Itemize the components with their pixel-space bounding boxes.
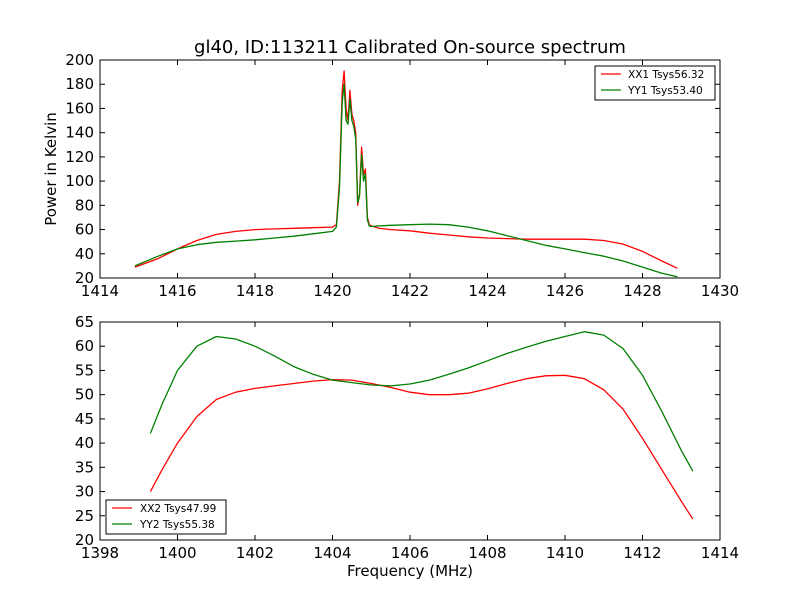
chart-bottom-xtick-label: 1404: [313, 544, 351, 562]
chart-top-legend: XX1 Tsys56.32 YY1 Tsys53.40: [594, 65, 716, 101]
chart-bottom-xlabel: Frequency (MHz): [347, 562, 473, 580]
chart-bottom: Frequency (MHz) 1398 1400 1402 1404 1406 1408…: [75, 313, 739, 580]
chart-bottom-ytick-label: 60: [75, 337, 94, 355]
chart-bottom-ytick-label: 65: [75, 313, 94, 331]
chart-bottom-xtick-label: 1406: [391, 544, 429, 562]
chart-bottom-ytick-label: 35: [75, 458, 94, 476]
chart-top-xtick-label: 1416: [158, 282, 196, 300]
chart-top-legend-label-yy1: YY1 Tsys53.40: [627, 85, 703, 97]
chart-top-ytick-label: 140: [65, 124, 94, 142]
chart-top-frame: [99, 59, 721, 279]
chart-bottom-ytick-label: 45: [75, 410, 94, 428]
chart-top-ytick-label: 80: [75, 196, 94, 214]
chart-top-legend-box: [594, 65, 716, 101]
chart-bottom-xtick-label: 1402: [236, 544, 274, 562]
chart-bottom-ytick-label: 55: [75, 361, 94, 379]
chart-top-xtick-label: 1424: [468, 282, 506, 300]
chart-top-ytick-label: 60: [75, 221, 94, 239]
chart-top-ytick-label: 160: [65, 99, 94, 117]
chart-bottom-xtick-label: 1400: [158, 544, 196, 562]
chart-bottom-series-line-xx2: [149, 374, 694, 520]
chart-top-ticks: 1414 1416 1418 1420 1422 1424 1426 1428 1430 20 40…: [65, 51, 739, 300]
chart-bottom-xtick-label: 1408: [468, 544, 506, 562]
chart-top: gl40, ID:113211 Calibrated On-source spe…: [42, 37, 739, 300]
chart-top-title: gl40, ID:113211 Calibrated On-source spe…: [194, 37, 626, 58]
chart-top-xtick-label: 1414: [81, 282, 119, 300]
chart-bottom-ytick-label: 25: [75, 507, 94, 525]
chart-bottom-xtick-label: 1398: [81, 544, 119, 562]
chart-bottom-xtick-label: 1410: [546, 544, 584, 562]
chart-top-ylabel: Power in Kelvin: [42, 112, 60, 226]
chart-bottom-series: [149, 331, 694, 520]
chart-top-series: [134, 70, 678, 278]
chart-bottom-ytick-label: 30: [75, 483, 94, 501]
chart-top-xtick-label: 1426: [546, 282, 584, 300]
chart-bottom-legend: XX2 Tsys47.99 YY2 Tsys55.38: [105, 499, 227, 535]
chart-top-legend-label-xx1: XX1 Tsys56.32: [628, 69, 704, 81]
chart-top-series-line-xx1: [134, 70, 678, 269]
chart-top-xtick-label: 1420: [313, 282, 351, 300]
chart-bottom-ytick-label: 50: [75, 386, 94, 404]
chart-bottom-legend-label-xx2: XX2 Tsys47.99: [140, 503, 216, 515]
chart-bottom-series-line-yy2: [149, 331, 694, 472]
chart-bottom-legend-label-yy2: YY2 Tsys55.38: [139, 519, 215, 531]
chart-bottom-legend-box: [105, 499, 227, 535]
chart-top-ytick-label: 40: [75, 245, 94, 263]
chart-bottom-ytick-label: 40: [75, 434, 94, 452]
chart-top-xtick-label: 1422: [391, 282, 429, 300]
chart-bottom-xtick-label: 1414: [701, 544, 739, 562]
chart-top-ytick-label: 20: [75, 269, 94, 287]
chart-bottom-ytick-label: 20: [75, 531, 94, 549]
chart-top-series-line-yy1: [134, 83, 678, 278]
chart-top-ytick-label: 120: [65, 148, 94, 166]
chart-bottom-xtick-label: 1412: [623, 544, 661, 562]
chart-bottom-ticks: 1398 1400 1402 1404 1406 1408 1410 1412 1414 20 25…: [75, 313, 739, 562]
chart-top-ytick-label: 100: [65, 172, 94, 190]
chart-top-ytick-label: 180: [65, 75, 94, 93]
chart-top-xtick-label: 1418: [236, 282, 274, 300]
chart-top-ytick-label: 200: [65, 51, 94, 69]
chart-top-xtick-label: 1428: [623, 282, 661, 300]
chart-bottom-frame: [99, 321, 721, 541]
chart-top-xtick-label: 1430: [701, 282, 739, 300]
